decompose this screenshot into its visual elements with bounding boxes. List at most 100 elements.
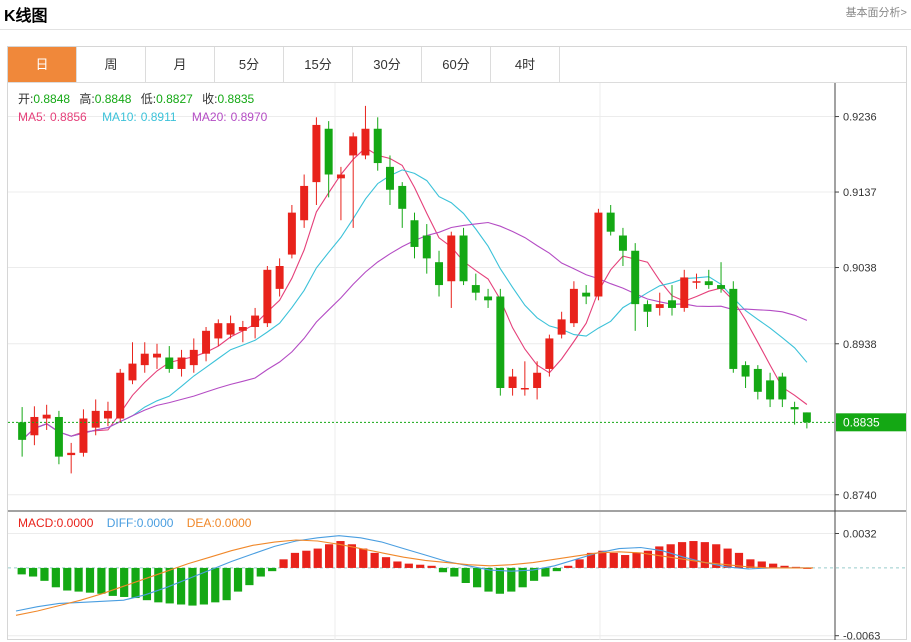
high-label: 高: [79,91,94,106]
tab-4hour[interactable]: 4时 [491,47,560,82]
candle-body [79,418,88,453]
tab-month[interactable]: 月 [146,47,215,82]
macd-bar [780,565,789,568]
macd-bar [268,567,277,572]
candle-body [545,338,554,369]
candle [165,346,174,373]
macd-bar [507,567,516,592]
macd-bar [586,552,596,568]
fundamental-analysis-link[interactable]: 基本面分析> [845,7,907,19]
macd-bar [211,567,220,603]
macd-bar [325,544,334,568]
macd-bar [347,544,356,568]
candle [30,406,39,446]
candle [177,349,186,377]
macd-bar [541,567,550,577]
candle-body [202,330,211,354]
candle-body [569,288,578,324]
candle-body [385,166,394,190]
low-label: 低: [141,92,156,106]
candle-body [103,410,112,419]
macd-value: 0.0000 [57,516,94,530]
candle-body [349,136,358,156]
candle-body [177,357,186,369]
candle-body [42,414,51,419]
candle-body [67,452,76,456]
candle [18,407,27,457]
candle [103,401,112,427]
macd-bar [723,548,732,568]
candle-body [704,281,713,286]
macd-bar [370,552,379,568]
macd-bar [677,542,687,568]
candle-body [717,285,726,289]
macd-bar [359,548,368,568]
candle-body [128,363,137,381]
tab-15min[interactable]: 15分 [284,47,353,82]
macd-bar [416,564,425,568]
tab-week[interactable]: 周 [77,47,146,82]
candle [643,300,652,327]
candle [422,224,431,274]
candle [189,338,198,373]
candle [668,285,676,316]
candle [704,269,713,289]
candle [631,243,640,331]
last-price-tag [836,413,906,432]
candle-body [91,410,100,428]
macd-bar [689,541,698,568]
macd-bar [427,565,436,568]
candle [91,399,100,436]
candle [508,368,517,396]
candle-body [18,422,27,440]
candle-body [300,185,309,221]
candle [54,410,63,465]
macd-bar [131,567,140,599]
candle-body [618,235,627,251]
timeframe-tabs: 日 周 月 5分 15分 30分 60分 4时 [8,47,560,82]
candle [790,401,799,425]
candle [373,117,382,171]
macd-bar [598,550,607,568]
candle-body [729,288,738,369]
candle-body [189,349,198,366]
macd-bar [757,561,766,568]
candle [202,327,211,362]
close-label: 收: [202,92,217,106]
candle [349,132,358,228]
macd-bar [302,550,311,568]
macd-bar [700,542,709,568]
tab-day[interactable]: 日 [8,47,77,82]
tab-30min[interactable]: 30分 [353,47,422,82]
candle [496,288,505,396]
candle [336,166,345,221]
candle [116,368,125,423]
candle-body [778,376,787,400]
candle-body [214,323,223,339]
candle [618,227,627,266]
candle [594,208,603,301]
macd-bar [74,567,83,592]
tab-5min[interactable]: 5分 [215,47,284,82]
candle-body [655,304,664,308]
macd-bar [655,546,664,568]
candle [484,288,493,308]
tab-60min[interactable]: 60分 [422,47,491,82]
y-tick-label: 0.9236 [843,112,877,124]
candle-body [153,353,161,358]
candle [385,155,394,205]
diff-value: 0.0000 [137,516,174,530]
candle [545,334,554,377]
ma5-value: 0.8856 [50,110,87,124]
macd-bar [621,555,630,568]
macd-bar [63,567,72,591]
macd-bar [17,567,26,575]
candle-body [140,353,149,366]
candle [79,409,88,457]
macd-bar [575,559,584,568]
candle [214,319,223,347]
macd-y-tick-label: 0.0032 [843,529,877,541]
candle [655,292,664,316]
candle [582,285,591,305]
